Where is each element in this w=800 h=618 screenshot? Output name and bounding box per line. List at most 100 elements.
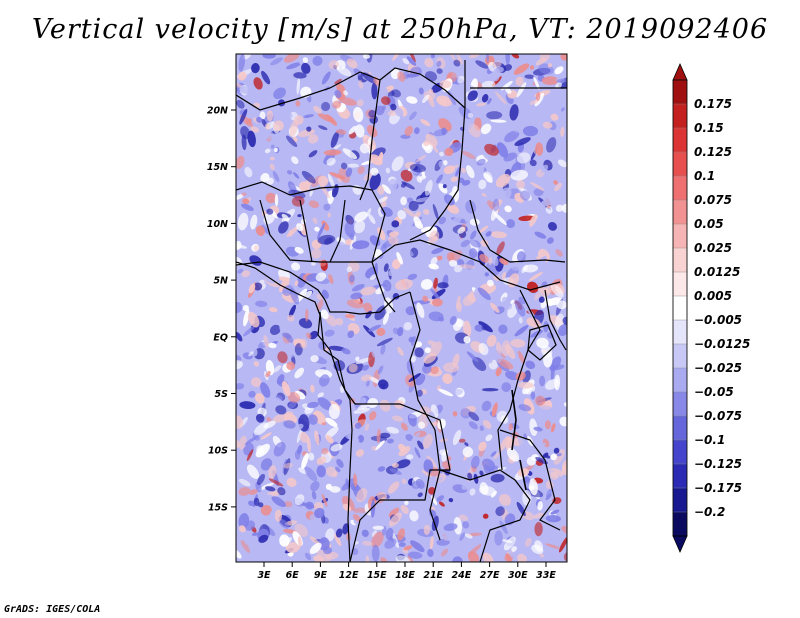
field-cell [478, 441, 487, 452]
field-cell [258, 534, 269, 543]
field-cell [283, 462, 293, 469]
field-cell [279, 534, 290, 547]
field-cell [441, 127, 447, 136]
colorbar-swatch [672, 463, 688, 489]
field-cell [447, 111, 462, 122]
field-cell [371, 544, 380, 562]
field-cell [349, 235, 357, 250]
field-cell [378, 379, 389, 390]
field-cell [509, 212, 518, 217]
field-cell [386, 426, 400, 434]
field-cell [400, 169, 413, 182]
field-cell [420, 279, 433, 290]
field-cell [406, 454, 414, 460]
field-cell [355, 356, 360, 362]
lake-shore [527, 324, 557, 361]
field-cell [405, 306, 416, 316]
field-cell [408, 200, 419, 211]
field-cell [460, 304, 472, 316]
field-cell [414, 447, 421, 459]
field-cell [414, 347, 424, 358]
field-cell [547, 221, 558, 231]
field-cell [414, 505, 425, 514]
field-cell [458, 514, 469, 522]
field-cell [253, 422, 269, 436]
field-cell [276, 374, 285, 385]
field-cell [460, 408, 471, 419]
field-cell [439, 98, 448, 106]
field-cell [246, 118, 252, 125]
field-cell [525, 360, 536, 370]
field-cell [257, 473, 265, 486]
field-cell [494, 350, 503, 363]
colorbar-swatch [672, 127, 688, 153]
field-cell [420, 119, 431, 127]
field-cell [268, 465, 277, 479]
field-cell [248, 351, 254, 357]
field-cell [236, 82, 242, 89]
field-cell [438, 443, 455, 450]
field-cell [495, 367, 502, 377]
field-cell [461, 179, 471, 186]
field-cell [516, 117, 526, 123]
field-cell [394, 107, 404, 117]
field-cell [469, 239, 481, 248]
field-cell [528, 272, 543, 282]
field-cell [249, 489, 258, 495]
field-cell [334, 533, 342, 547]
field-cell [514, 300, 526, 317]
field-cell [364, 423, 370, 431]
field-cell [319, 374, 330, 387]
colorbar-label: 0.15 [694, 121, 724, 135]
field-cell [458, 438, 466, 443]
field-cell [370, 500, 376, 518]
field-cell [550, 283, 564, 298]
lon-tick-label: 15E [367, 570, 387, 581]
field-cell [369, 274, 377, 280]
field-cell [546, 487, 553, 498]
country-borders [236, 60, 567, 562]
field-cell [288, 400, 297, 409]
field-cell [309, 189, 314, 197]
field-cell [288, 345, 295, 357]
field-cell [442, 373, 453, 384]
field-cell [253, 245, 259, 252]
field-cell [387, 438, 394, 444]
coastline [236, 261, 353, 562]
field-cell [453, 54, 458, 60]
field-cell [408, 431, 421, 447]
lat-tick-label: 15N [207, 162, 228, 173]
field-cell [360, 374, 373, 382]
field-cell [236, 331, 243, 342]
field-cell [539, 54, 550, 62]
field-cell [325, 417, 338, 428]
colorbar-swatch [672, 295, 688, 321]
field-cell [325, 528, 335, 542]
field-cell [448, 497, 454, 503]
field-cell [475, 112, 483, 119]
field-cell [301, 453, 309, 469]
field-cell [436, 495, 445, 502]
field-cell [517, 381, 534, 389]
field-cell [242, 198, 250, 205]
border-line [324, 291, 411, 315]
field-cell [241, 203, 254, 211]
field-cell [347, 330, 355, 338]
field-cell [465, 200, 477, 214]
field-cell [509, 104, 519, 121]
field-cell [444, 194, 455, 206]
field-cell [556, 300, 567, 310]
field-cell [450, 214, 463, 228]
field-cell [283, 54, 300, 63]
field-cell [350, 292, 363, 300]
field-cell [476, 158, 486, 166]
field-cell [495, 506, 505, 517]
colorbar-swatch [672, 175, 688, 201]
field-cell [335, 129, 347, 135]
field-cell [371, 348, 376, 358]
field-cell [533, 76, 540, 90]
field-cell [438, 183, 448, 194]
field-cell [499, 187, 512, 202]
field-cell [436, 538, 450, 546]
field-cell [534, 395, 546, 406]
